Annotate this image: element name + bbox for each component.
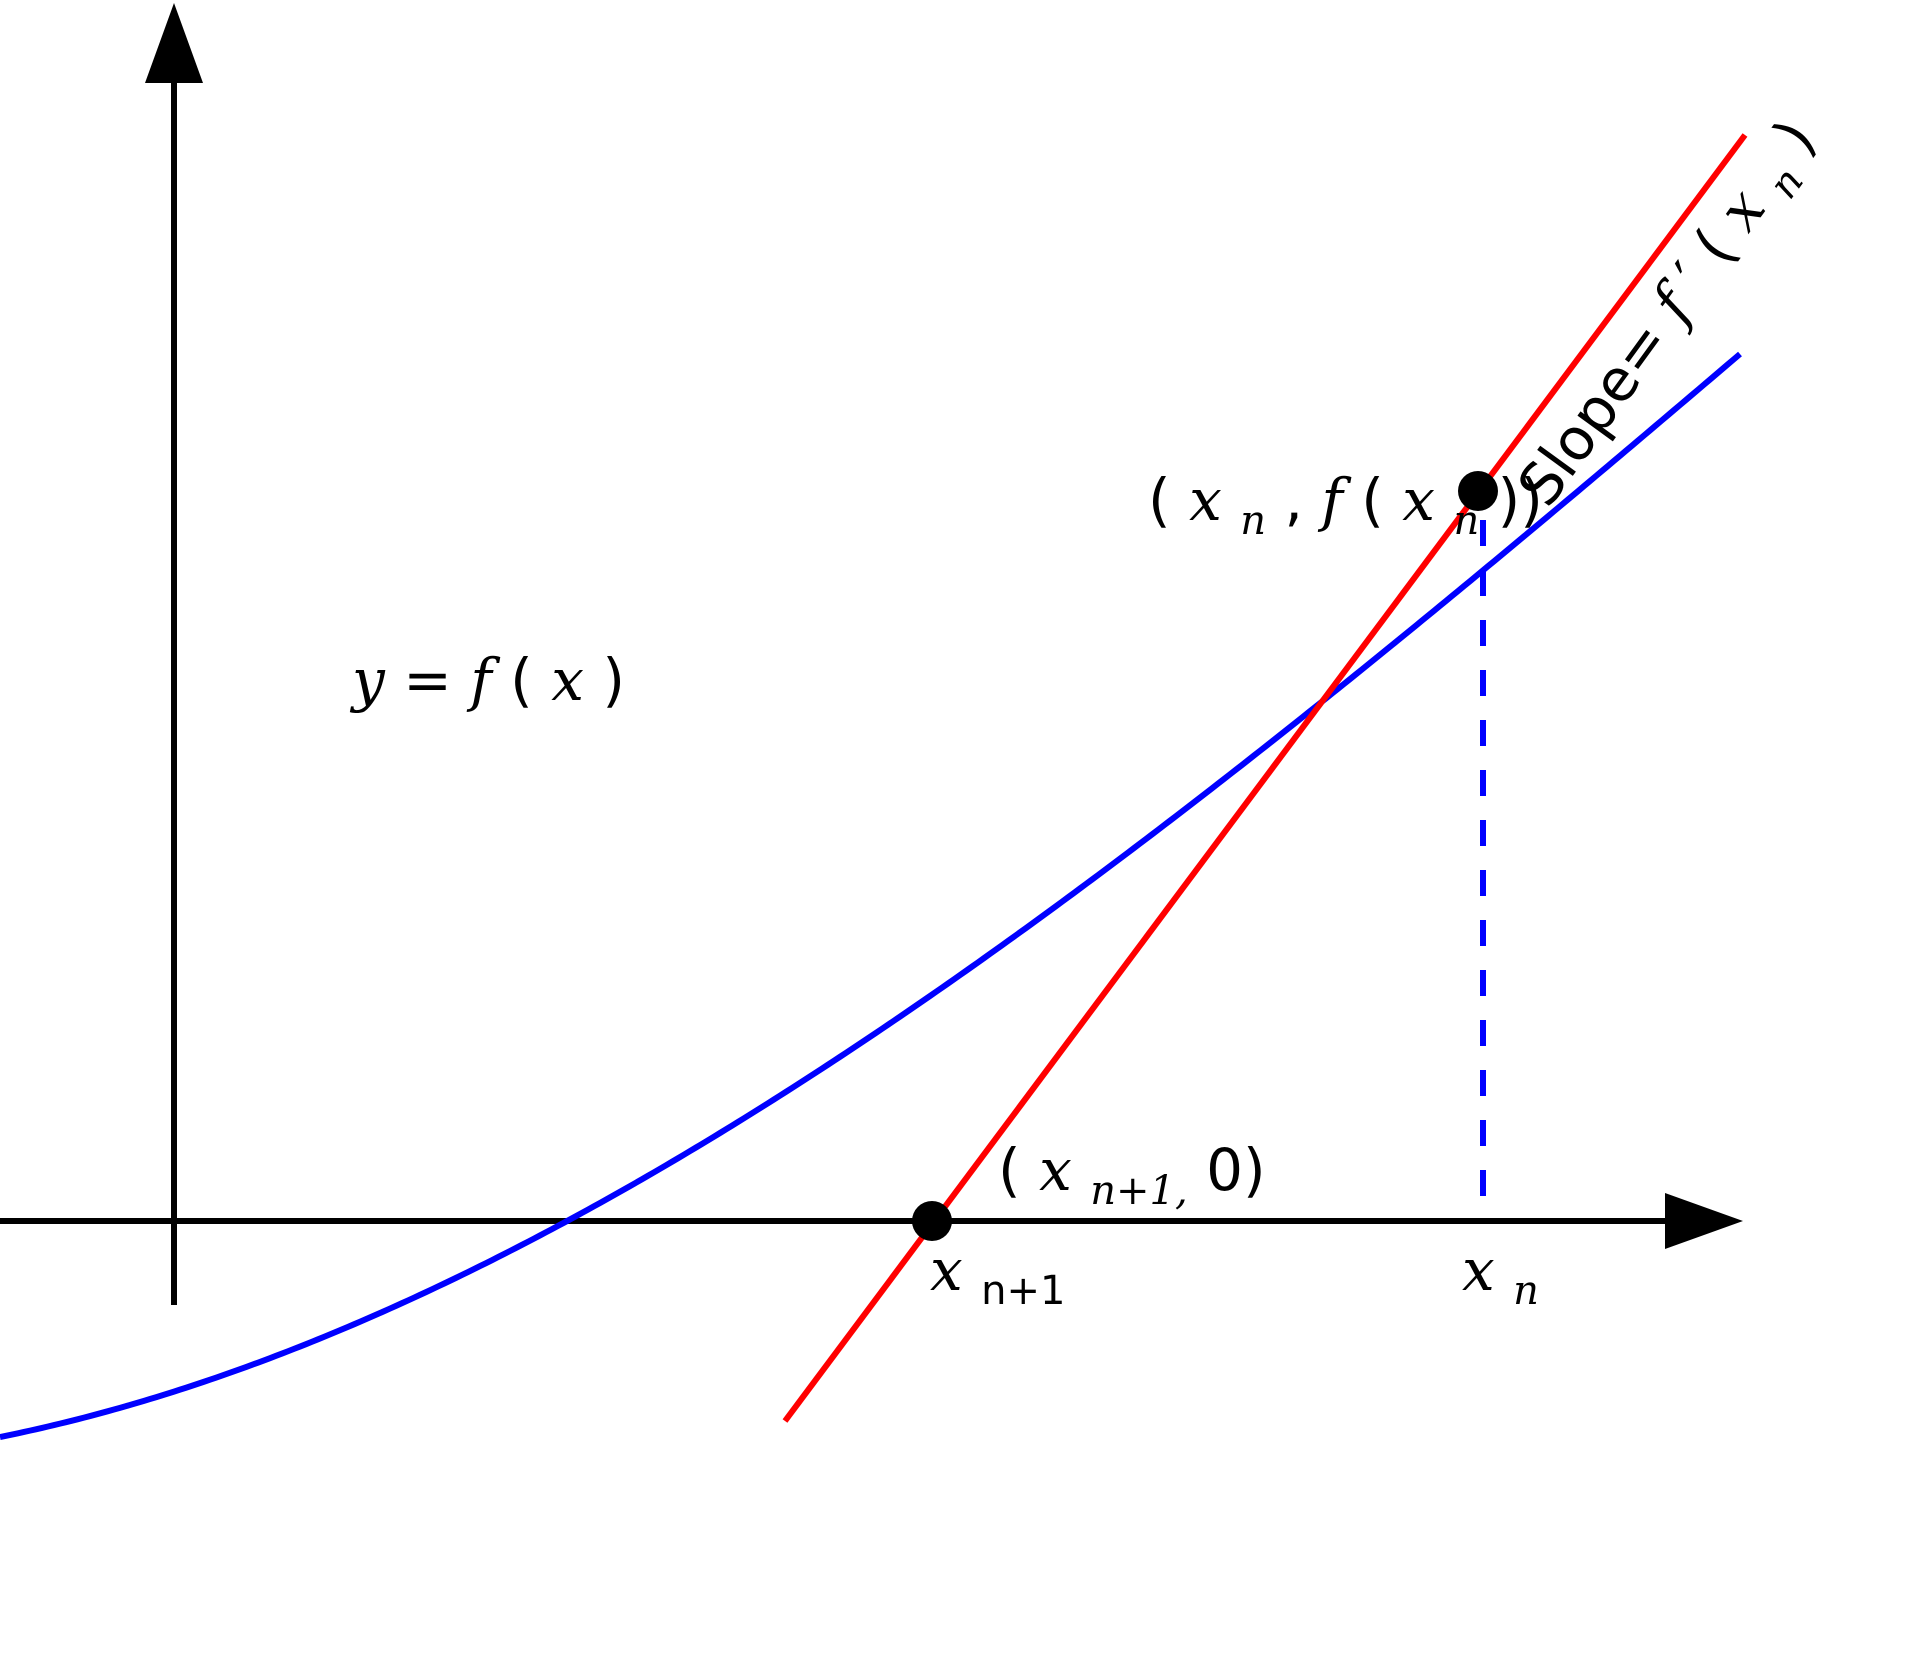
point-xn1-zero bbox=[912, 1201, 952, 1241]
tick-label-xn: x n bbox=[1462, 1236, 1539, 1314]
x-axis-arrowhead bbox=[1665, 1193, 1743, 1249]
point-xn-fxn bbox=[1458, 471, 1498, 511]
point-xn1-label: ( x n+1, 0) bbox=[998, 1136, 1266, 1218]
point-xn-label: ( x n , f ( x n )) bbox=[1148, 466, 1543, 548]
function-label: y = f ( x ) bbox=[349, 646, 625, 714]
tick-label-xn1: x n+1 bbox=[930, 1236, 1065, 1314]
slope-label: Slope= f ′ ( x n ) bbox=[1504, 107, 1840, 526]
y-axis-arrowhead bbox=[145, 3, 203, 83]
function-curve bbox=[0, 351, 1742, 1440]
